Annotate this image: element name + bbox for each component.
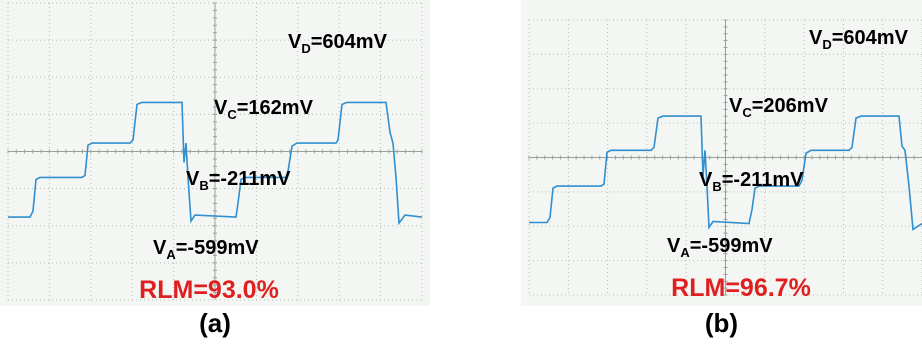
panel-b-plot-area (521, 0, 922, 306)
scope-plot-b: VD=604mV VC=206mV VB=-211mV VA=-599mV RLM=96… (521, 0, 922, 306)
level-label-a: VA=-599mV (667, 235, 773, 260)
scope-plot-a: VD=604mV VC=162mV VB=-211mV VA=-599mV RLM=93… (0, 0, 430, 306)
rlm-label: RLM=93.0% (139, 276, 279, 304)
level-label-c: VC=206mV (729, 95, 829, 120)
panel-b-waveform (529, 115, 922, 231)
level-label-c: VC=162mV (214, 97, 314, 122)
level-label-b: VB=-211mV (699, 169, 804, 194)
caption-b: (b) (704, 308, 739, 338)
caption-a: (a) (199, 308, 231, 338)
panel-b: VD=604mV VC=206mV VB=-211mV VA=-599mV RLM=96… (521, 0, 922, 306)
panel-a-grid (7, 2, 423, 301)
panel-a-waveform (8, 101, 423, 226)
level-label-a: VA=-599mV (153, 237, 259, 262)
level-label-b: VB=-211mV (186, 168, 291, 193)
level-label-d: VD=604mV (288, 31, 388, 56)
rlm-label: RLM=96.7% (671, 274, 811, 302)
level-label-d: VD=604mV (809, 27, 909, 52)
panel-a: VD=604mV VC=162mV VB=-211mV VA=-599mV RLM=93… (0, 0, 430, 306)
